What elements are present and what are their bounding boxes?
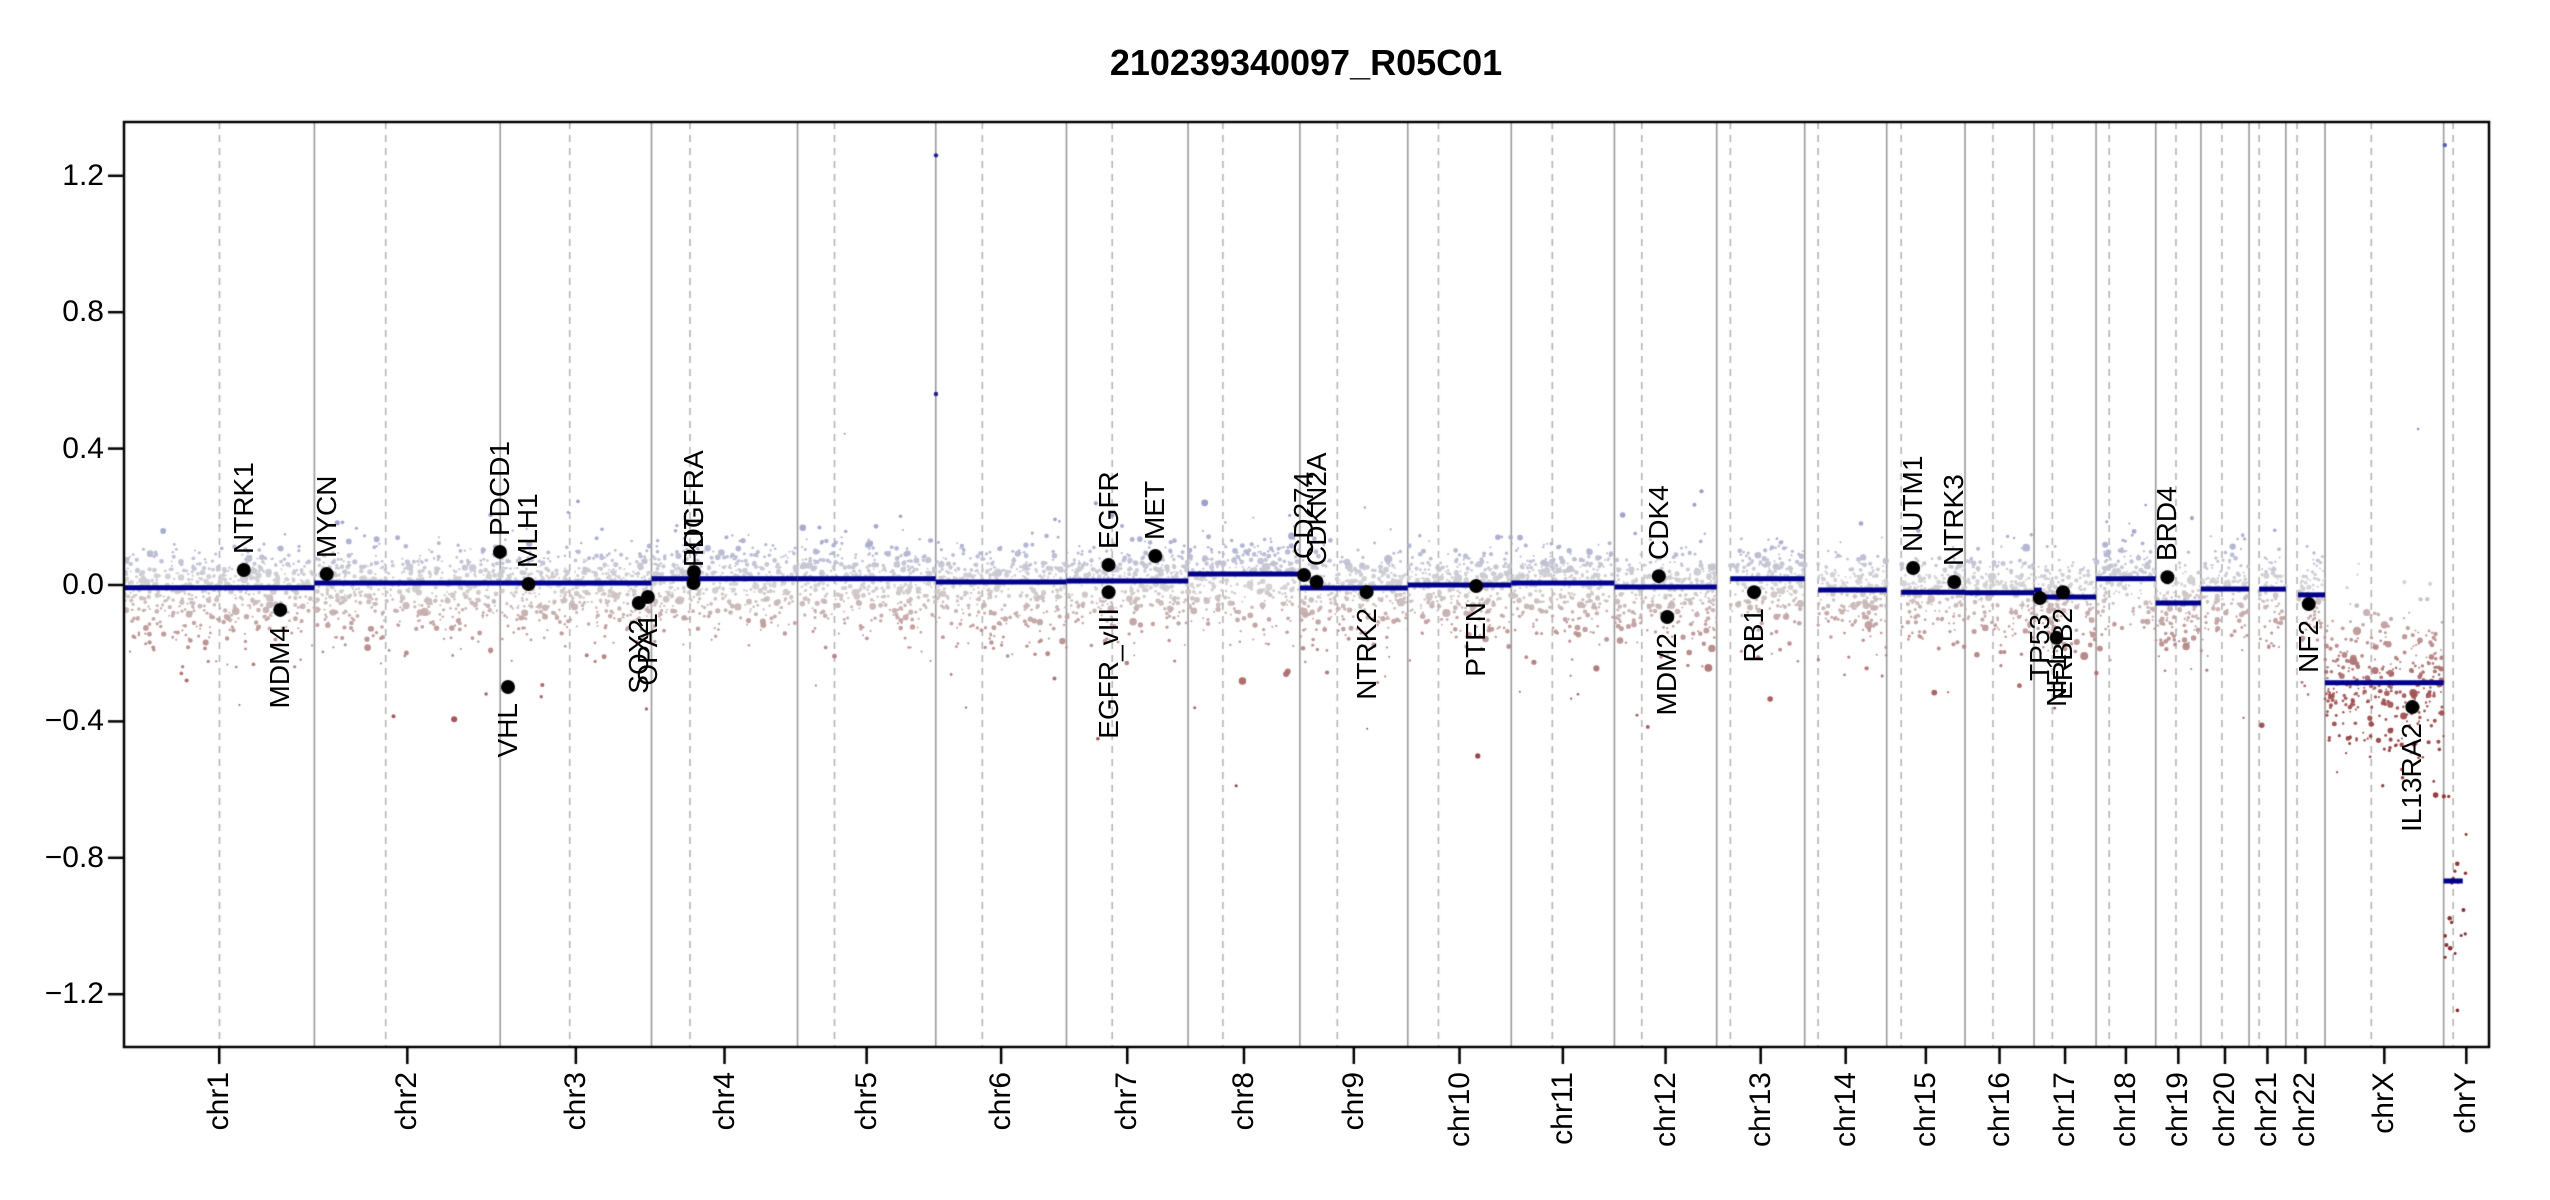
x-tick-label-chr14: chr14 — [1828, 1072, 1862, 1148]
gene-label-ERBB2: ERBB2 — [2047, 608, 2078, 700]
y-tick-label-−0.8: −0.8 — [44, 840, 104, 874]
x-tick-label-chr12: chr12 — [1648, 1072, 1682, 1148]
gene-label-NF2: NF2 — [2292, 620, 2324, 673]
gene-label-NTRK2: NTRK2 — [1350, 608, 1382, 700]
gene-label-PDGFRA: PDGFRA — [677, 450, 709, 567]
gene-label-BRD4: BRD4 — [2151, 486, 2183, 562]
x-tick-label-chr21: chr21 — [2250, 1072, 2284, 1148]
x-tick-label-chr11: chr11 — [1545, 1072, 1579, 1145]
gene-label-CDK4: CDK4 — [1642, 485, 1674, 561]
x-tick-label-chr6: chr6 — [984, 1072, 1018, 1131]
gene-label-NTRK3: NTRK3 — [1938, 474, 1970, 566]
gene-label-VHL: VHL — [492, 702, 523, 758]
y-tick-label-−0.4: −0.4 — [44, 704, 104, 738]
x-tick-label-chr5: chr5 — [849, 1072, 883, 1131]
x-tick-label-chr4: chr4 — [707, 1072, 741, 1131]
gene-label-MET: MET — [1139, 480, 1171, 540]
x-tick-label-chr7: chr7 — [1110, 1072, 1144, 1131]
x-tick-label-chr10: chr10 — [1442, 1072, 1476, 1148]
x-tick-label-chr1: chr1 — [202, 1072, 236, 1131]
y-tick-label-0.0: 0.0 — [62, 568, 104, 601]
gene-label-NUTM1: NUTM1 — [1897, 455, 1929, 552]
gene-label-PDCD1: PDCD1 — [483, 441, 515, 536]
x-tick-label-chr19: chr19 — [2161, 1072, 2195, 1148]
gene-label-CDKN2A: CDKN2A — [1300, 452, 1332, 566]
x-tick-label-chr2: chr2 — [390, 1072, 424, 1131]
x-tick-label-chr22: chr22 — [2288, 1072, 2322, 1148]
gene-label-NTRK1: NTRK1 — [227, 462, 259, 554]
plot-title: 210239340097_R05C01 — [1109, 42, 1503, 83]
gene-label-EGFR: EGFR — [1092, 471, 1124, 549]
x-tick-label-chr18: chr18 — [2108, 1072, 2142, 1148]
x-tick-label-chr8: chr8 — [1226, 1072, 1260, 1131]
y-tick-label-0.4: 0.4 — [62, 431, 104, 465]
y-tick-label-−1.2: −1.2 — [44, 977, 104, 1011]
gene-label-IL13RA2: IL13RA2 — [2396, 723, 2428, 833]
x-tick-label-chr3: chr3 — [558, 1072, 592, 1131]
gene-label-PTEN: PTEN — [1460, 602, 1492, 677]
gene-label-RB1: RB1 — [1738, 608, 1770, 663]
x-tick-label-chr20: chr20 — [2207, 1072, 2241, 1148]
gene-label-MDM2: MDM2 — [1651, 633, 1683, 716]
gene-label-OPA1: OPA1 — [631, 612, 663, 686]
y-tick-label-0.8: 0.8 — [62, 295, 104, 329]
x-tick-label-chr16: chr16 — [1982, 1072, 2016, 1148]
gene-label-MLH1: MLH1 — [512, 493, 544, 568]
x-tick-label-chr15: chr15 — [1908, 1072, 1942, 1148]
gene-label-MDM4: MDM4 — [264, 625, 296, 709]
gene-label-MYCN: MYCN — [310, 475, 342, 559]
x-tick-label-chrX: chrX — [2367, 1072, 2401, 1134]
gene-label-EGFR_vIII: EGFR_vIII — [1092, 608, 1124, 739]
x-tick-label-chrY: chrY — [2449, 1072, 2483, 1134]
x-tick-label-chr17: chr17 — [2048, 1072, 2082, 1148]
x-tick-label-chr13: chr13 — [1743, 1072, 1777, 1148]
x-tick-label-chr9: chr9 — [1336, 1072, 1370, 1131]
y-tick-label-1.2: 1.2 — [62, 158, 104, 192]
